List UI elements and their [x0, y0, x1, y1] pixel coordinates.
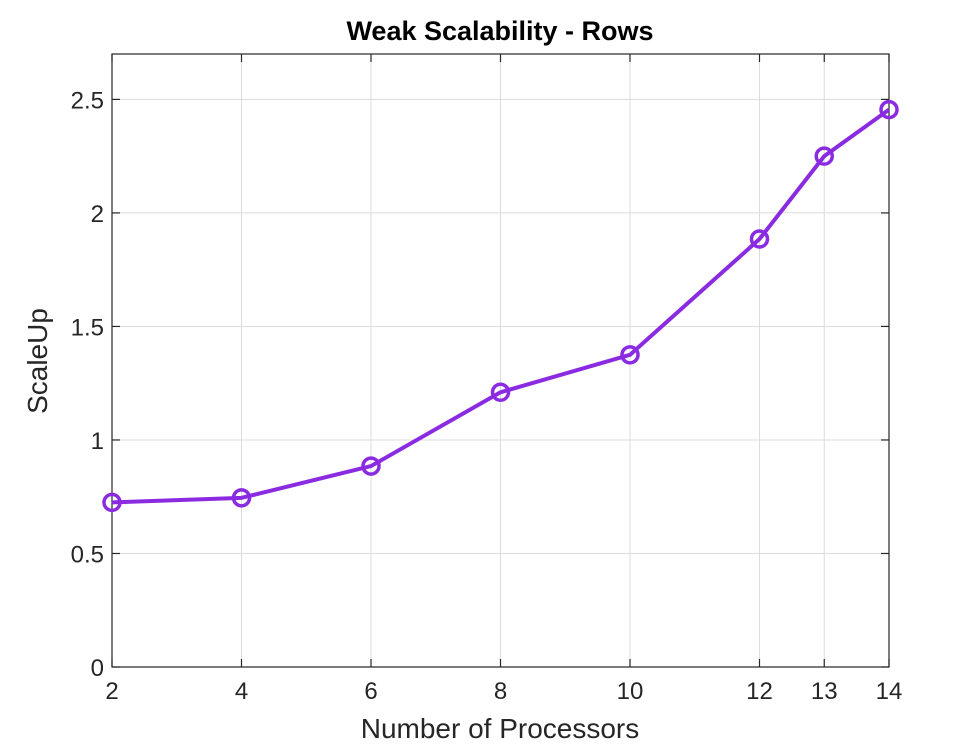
data-point: [879, 99, 899, 120]
y-tick-label: 0: [91, 655, 104, 682]
data-point: [814, 146, 834, 166]
y-tick-label: 1: [91, 428, 104, 455]
series-group: [102, 99, 899, 513]
y-tick-label: 0.5: [71, 541, 104, 568]
data-point: [490, 382, 511, 403]
x-tick-label: 2: [105, 678, 118, 705]
data-point: [620, 345, 640, 365]
data-point: [231, 488, 252, 508]
x-tick-label: 6: [364, 678, 377, 705]
ticks: [111, 54, 890, 668]
x-tick-label: 13: [811, 678, 838, 705]
x-axis-label: Number of Processors: [361, 713, 640, 744]
series-line: [111, 108, 891, 505]
y-tick-label: 2.5: [71, 87, 104, 114]
grid: [111, 54, 890, 668]
y-axis-label: ScaleUp: [22, 308, 53, 414]
tick-labels: 2 4 6 8 10 12 13 14 0 0.5 1 1.5 2 2.5: [71, 87, 903, 705]
data-point: [749, 229, 770, 249]
x-tick-label: 8: [494, 678, 507, 705]
data-point: [361, 456, 381, 476]
x-tick-label: 12: [746, 678, 773, 705]
chart-title: Weak Scalability - Rows: [346, 16, 653, 46]
x-tick-label: 4: [235, 678, 248, 705]
data-point: [102, 492, 122, 513]
x-tick-label: 14: [876, 678, 903, 705]
y-tick-label: 2: [91, 201, 104, 228]
x-tick-label: 10: [617, 678, 644, 705]
y-tick-label: 1.5: [71, 314, 104, 341]
